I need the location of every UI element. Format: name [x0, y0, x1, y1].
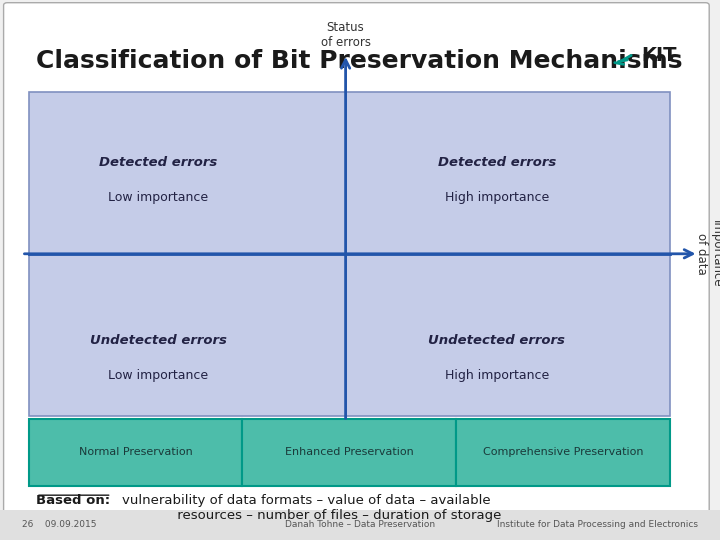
Text: Danah Tohne – Data Preservation: Danah Tohne – Data Preservation [285, 521, 435, 529]
Text: Based on:: Based on: [36, 494, 110, 507]
Text: Comprehensive Preservation: Comprehensive Preservation [482, 447, 643, 457]
Text: Undetected errors: Undetected errors [90, 334, 227, 347]
Text: 26    09.09.2015: 26 09.09.2015 [22, 521, 96, 529]
Text: KIT: KIT [641, 46, 676, 65]
Text: Status
of errors: Status of errors [320, 21, 371, 49]
Text: Normal Preservation: Normal Preservation [78, 447, 192, 457]
Text: Detected errors: Detected errors [99, 156, 217, 168]
Bar [456, 418, 670, 486]
Text: High importance: High importance [445, 191, 549, 204]
Text: vulnerability of data formats – value of data – available
             resources: vulnerability of data formats – value of… [122, 494, 502, 522]
Bar [29, 92, 670, 416]
Bar [243, 418, 456, 486]
Bar [0, 510, 720, 540]
Text: Importance
of data: Importance of data [696, 220, 720, 288]
Text: Low importance: Low importance [108, 369, 209, 382]
FancyBboxPatch shape [4, 3, 709, 521]
Text: Institute for Data Processing and Electronics: Institute for Data Processing and Electr… [498, 521, 698, 529]
Text: High importance: High importance [445, 369, 549, 382]
Bar [29, 418, 243, 486]
Text: Undetected errors: Undetected errors [428, 334, 565, 347]
Text: Detected errors: Detected errors [438, 156, 556, 168]
Text: Classification of Bit Preservation Mechanisms: Classification of Bit Preservation Mecha… [36, 49, 683, 72]
Text: Enhanced Preservation: Enhanced Preservation [285, 447, 413, 457]
Text: Low importance: Low importance [108, 191, 209, 204]
